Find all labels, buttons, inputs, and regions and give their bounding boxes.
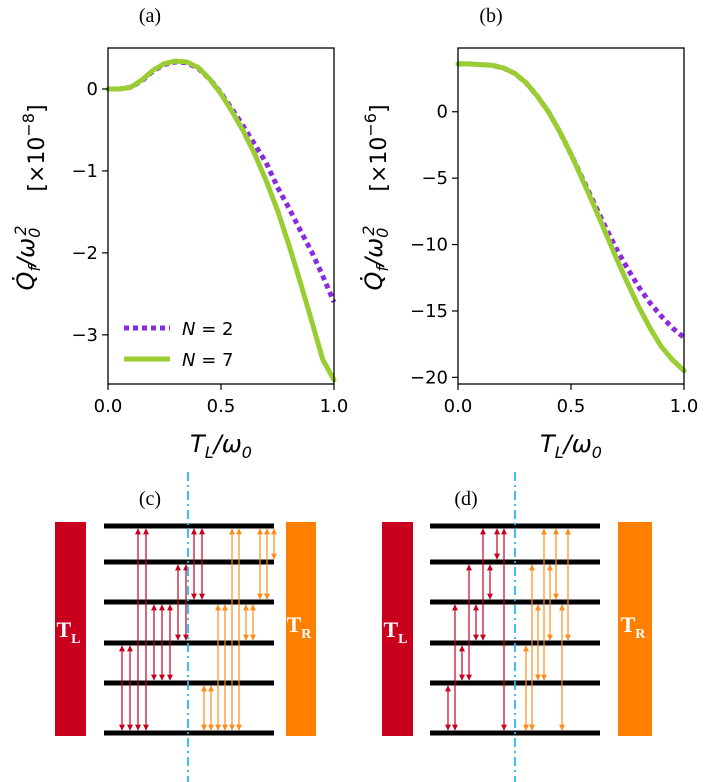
x-tick-label: 0.0 [444, 396, 473, 417]
y-scale-label-part: [×10 [25, 137, 50, 192]
left-bath-label: TL [56, 617, 80, 647]
y-scale-label: [×10−6] [361, 104, 392, 191]
plot-frame [457, 47, 685, 385]
y-tick-label: −3 [71, 325, 98, 346]
chart-1: (b)0.0 0.5 1.00−5−10−15−20TL/ω0Q̇f/ω02[×10… [359, 5, 698, 462]
x-axis-label-part: /ω [562, 430, 592, 458]
x-axis-label-sub: L [555, 443, 564, 462]
panel-label: (a) [139, 5, 161, 27]
x-tick-label: 0.5 [207, 396, 236, 417]
y-scale-label: [×10−8] [19, 104, 50, 191]
y-tick-label: −2 [71, 243, 98, 264]
y-axis-label-part: /ω [12, 238, 40, 268]
left-bath-label-sub: L [398, 632, 407, 647]
y-tick-label: −1 [71, 161, 98, 182]
panel-label: (b) [479, 5, 502, 27]
y-axis-label-part: Q̇ [12, 272, 40, 291]
y-axis-label-sub: f [25, 264, 44, 272]
x-axis-label-sub: L [205, 443, 214, 462]
left-bath-label-main: T [56, 617, 71, 642]
chart-0: (a)0.0 0.5 1.00−1−2−3TL/ω0Q̇f/ω02[×10−8] [11, 5, 348, 462]
left-bath-label-main: T [383, 617, 398, 642]
x-axis-label-sub: 0 [242, 443, 252, 462]
y-axis-label-sup: 2 [359, 225, 378, 235]
y-tick-label: −15 [410, 301, 448, 322]
x-tick-label: 1.0 [670, 396, 699, 417]
legend-label-val: = 2 [195, 319, 233, 340]
x-tick-label: 0.5 [557, 396, 586, 417]
right-bath-label-sub: R [635, 627, 646, 642]
series-line-N7 [455, 61, 687, 374]
x-axis-label-part: T [540, 430, 557, 458]
x-axis-label: TL/ω0 [540, 430, 602, 462]
y-scale-label-sup: −8 [19, 113, 38, 137]
y-tick-label: 0 [437, 102, 448, 123]
y-axis-label-sub: f [373, 264, 392, 272]
y-tick-label: −5 [421, 168, 448, 189]
y-scale-label-part: ] [367, 104, 392, 113]
series-line-N2 [458, 61, 686, 340]
y-axis-label-part: Q̇ [360, 272, 388, 291]
right-bath [286, 522, 316, 736]
panel-label: (d) [454, 488, 477, 510]
x-axis-label-sub: 0 [592, 443, 602, 462]
right-bath-label-main: T [287, 612, 302, 637]
left-bath-label-sub: L [71, 632, 80, 647]
right-bath-label: TR [287, 612, 313, 642]
right-bath-label: TR [621, 612, 647, 642]
y-tick-label: −10 [410, 235, 448, 256]
legend-label: N = 7 [182, 350, 233, 371]
x-tick-label: 0.0 [94, 396, 123, 417]
y-axis-label-part: /ω [360, 238, 388, 268]
left-bath [55, 522, 86, 736]
y-scale-label-sup: −6 [361, 113, 380, 137]
y-scale-label-part: ] [25, 104, 50, 113]
x-axis-label-part: T [190, 430, 207, 458]
y-axis-label: Q̇f/ω02 [359, 225, 392, 290]
y-axis-label-sub: 0 [373, 228, 392, 238]
x-axis-label: TL/ω0 [190, 430, 252, 462]
legend-label: N = 2 [182, 319, 233, 340]
y-tick-label: 0 [87, 79, 98, 100]
panel-label: (c) [139, 488, 161, 510]
legend-label-var: N [182, 350, 195, 371]
y-tick-label: −20 [410, 367, 448, 388]
right-bath-label-main: T [621, 612, 636, 637]
right-bath [618, 522, 652, 736]
y-axis-label: Q̇f/ω02 [11, 225, 44, 290]
y-axis-label-sub: 0 [25, 228, 44, 238]
left-bath [382, 522, 413, 736]
x-tick-label: 1.0 [320, 396, 349, 417]
y-axis-label-sup: 2 [11, 225, 30, 235]
right-bath-label-sub: R [301, 627, 312, 642]
legend-label-var: N [182, 319, 195, 340]
left-bath-label: TL [383, 617, 407, 647]
y-scale-label-part: [×10 [367, 137, 392, 192]
series-line-N7 [105, 58, 337, 383]
legend-label-val: = 7 [195, 350, 233, 371]
x-axis-label-part: /ω [212, 430, 242, 458]
legend: N = 2N = 7 [124, 319, 233, 371]
